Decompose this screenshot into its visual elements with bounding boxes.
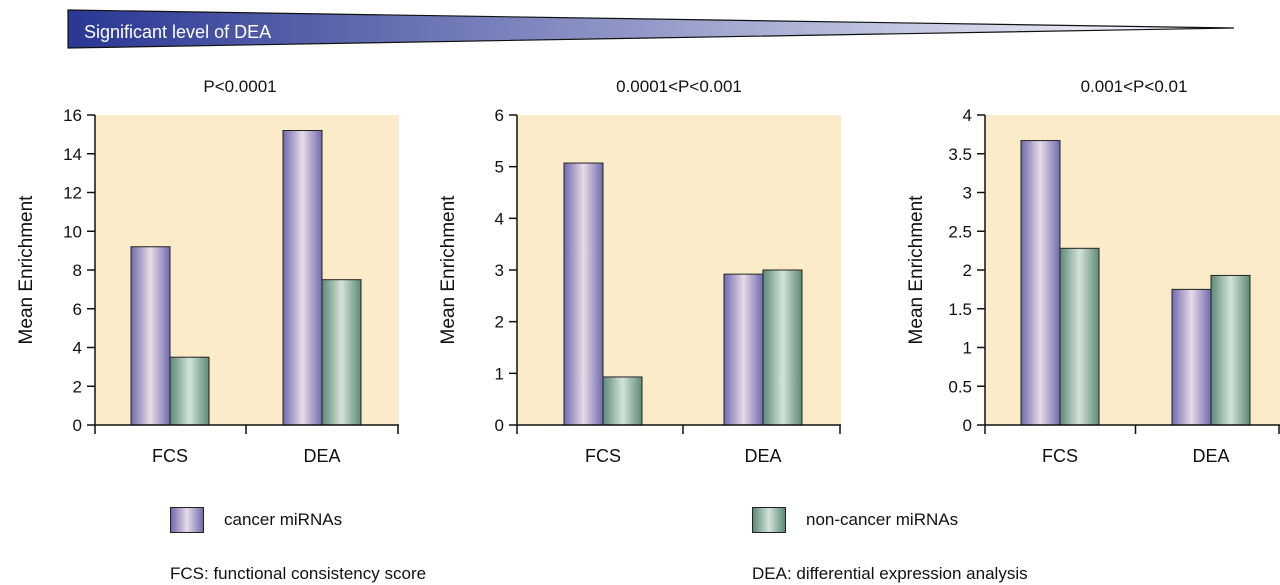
- chart-1-y-tick-label: 8: [73, 261, 82, 280]
- chart-2-y-tick-label: 2: [495, 313, 504, 332]
- significance-wedge: [67, 9, 1235, 49]
- chart-2-y-tick-label: 5: [495, 158, 504, 177]
- chart-2-bar-cancer-mirnas-fcs: [563, 162, 604, 426]
- significance-banner-label: Significant level of DEA: [84, 22, 271, 42]
- chart-3-y-tick-label: 0.5: [948, 377, 972, 396]
- chart-3-y-tick-label: 2.5: [948, 222, 972, 241]
- chart-3-y-tick-label: 0: [963, 416, 972, 435]
- chart-3-y-tick-label: 1.5: [948, 300, 972, 319]
- chart-2-y-tick-label: 1: [495, 364, 504, 383]
- chart-2-title: 0.0001<P<0.001: [616, 77, 742, 96]
- legend-item-cancer: cancer miRNAs: [170, 507, 342, 533]
- legend-swatch-cancer: [170, 507, 204, 533]
- chart-3-bar-cancer-mirnas-dea: [1171, 288, 1212, 426]
- chart-1-y-tick-label: 2: [73, 377, 82, 396]
- chart-panel-2: 0.0001<P<0.001 Mean Enrichment 0 1 2 3 4 5 6 FCS D…: [438, 77, 841, 466]
- significance-banner: Significant level of DEA: [67, 9, 1235, 49]
- chart-1-y-tick-label: 14: [63, 145, 82, 164]
- chart-2-y-tick-label: 3: [495, 261, 504, 280]
- chart-2-y-tick-label: 4: [495, 209, 504, 228]
- chart-1-y-tick-label: 10: [63, 222, 82, 241]
- chart-1-title: P<0.0001: [203, 77, 276, 96]
- chart-2-x-tick-label-dea: DEA: [744, 446, 781, 466]
- chart-1-bar-non-cancer-mirnas-dea: [321, 279, 362, 426]
- chart-1-y-tick-label: 4: [73, 339, 82, 358]
- chart-1-y-tick-label: 0: [73, 416, 82, 435]
- chart-2-ylabel: Mean Enrichment: [438, 195, 459, 345]
- chart-2-bar-non-cancer-mirnas-dea: [762, 269, 803, 426]
- chart-2-bar-non-cancer-mirnas-fcs: [602, 376, 643, 426]
- chart-3-y-tick-label: 4: [963, 106, 972, 125]
- chart-1-bar-cancer-mirnas-fcs: [130, 246, 171, 426]
- legend-label-cancer: cancer miRNAs: [224, 510, 343, 529]
- chart-3-x-tick-label-fcs: FCS: [1042, 446, 1078, 466]
- chart-3-bar-cancer-mirnas-fcs: [1020, 140, 1061, 426]
- chart-3-y-tick-label: 2: [963, 261, 972, 280]
- legend-label-noncancer: non-cancer miRNAs: [806, 510, 959, 529]
- chart-3-y-tick-label: 3: [963, 184, 972, 203]
- chart-2-x-tick-label-fcs: FCS: [585, 446, 621, 466]
- chart-1-y-tick-label: 16: [63, 106, 82, 125]
- chart-1-x-tick-label-fcs: FCS: [152, 446, 188, 466]
- chart-1-ylabel: Mean Enrichment: [16, 195, 37, 345]
- chart-3-ylabel: Mean Enrichment: [906, 195, 927, 345]
- chart-3-x-tick-label-dea: DEA: [1192, 446, 1229, 466]
- legend-swatch-noncancer: [752, 507, 786, 533]
- chart-3-bar-non-cancer-mirnas-dea: [1210, 274, 1251, 426]
- footnote-dea: DEA: differential expression analysis: [752, 564, 1028, 583]
- chart-2-y-tick-label: 0: [495, 416, 504, 435]
- chart-3-y-tick-label: 1: [963, 339, 972, 358]
- chart-1-y-tick-label: 6: [73, 300, 82, 319]
- chart-3-title: 0.001<P<0.01: [1081, 77, 1188, 96]
- chart-panel-3: 0.001<P<0.01 Mean Enrichment 0 0.5 1 1.5 2 2.5 3…: [906, 77, 1280, 466]
- chart-panel-1: P<0.0001 Mean Enrichment 0 2 4 6 8 10 12 14 16 FCS D…: [16, 77, 399, 466]
- footnote-fcs: FCS: functional consistency score: [170, 564, 427, 583]
- legend-item-noncancer: non-cancer miRNAs: [752, 507, 958, 533]
- chart-2-bar-cancer-mirnas-dea: [723, 273, 764, 426]
- chart-1-x-tick-label-dea: DEA: [303, 446, 340, 466]
- chart-1-bar-cancer-mirnas-dea: [282, 130, 323, 426]
- chart-1-bar-non-cancer-mirnas-fcs: [169, 356, 210, 426]
- chart-1-y-tick-label: 12: [63, 184, 82, 203]
- chart-2-y-tick-label: 6: [495, 106, 504, 125]
- chart-3-y-tick-label: 3.5: [948, 145, 972, 164]
- chart-3-bar-non-cancer-mirnas-fcs: [1059, 247, 1100, 426]
